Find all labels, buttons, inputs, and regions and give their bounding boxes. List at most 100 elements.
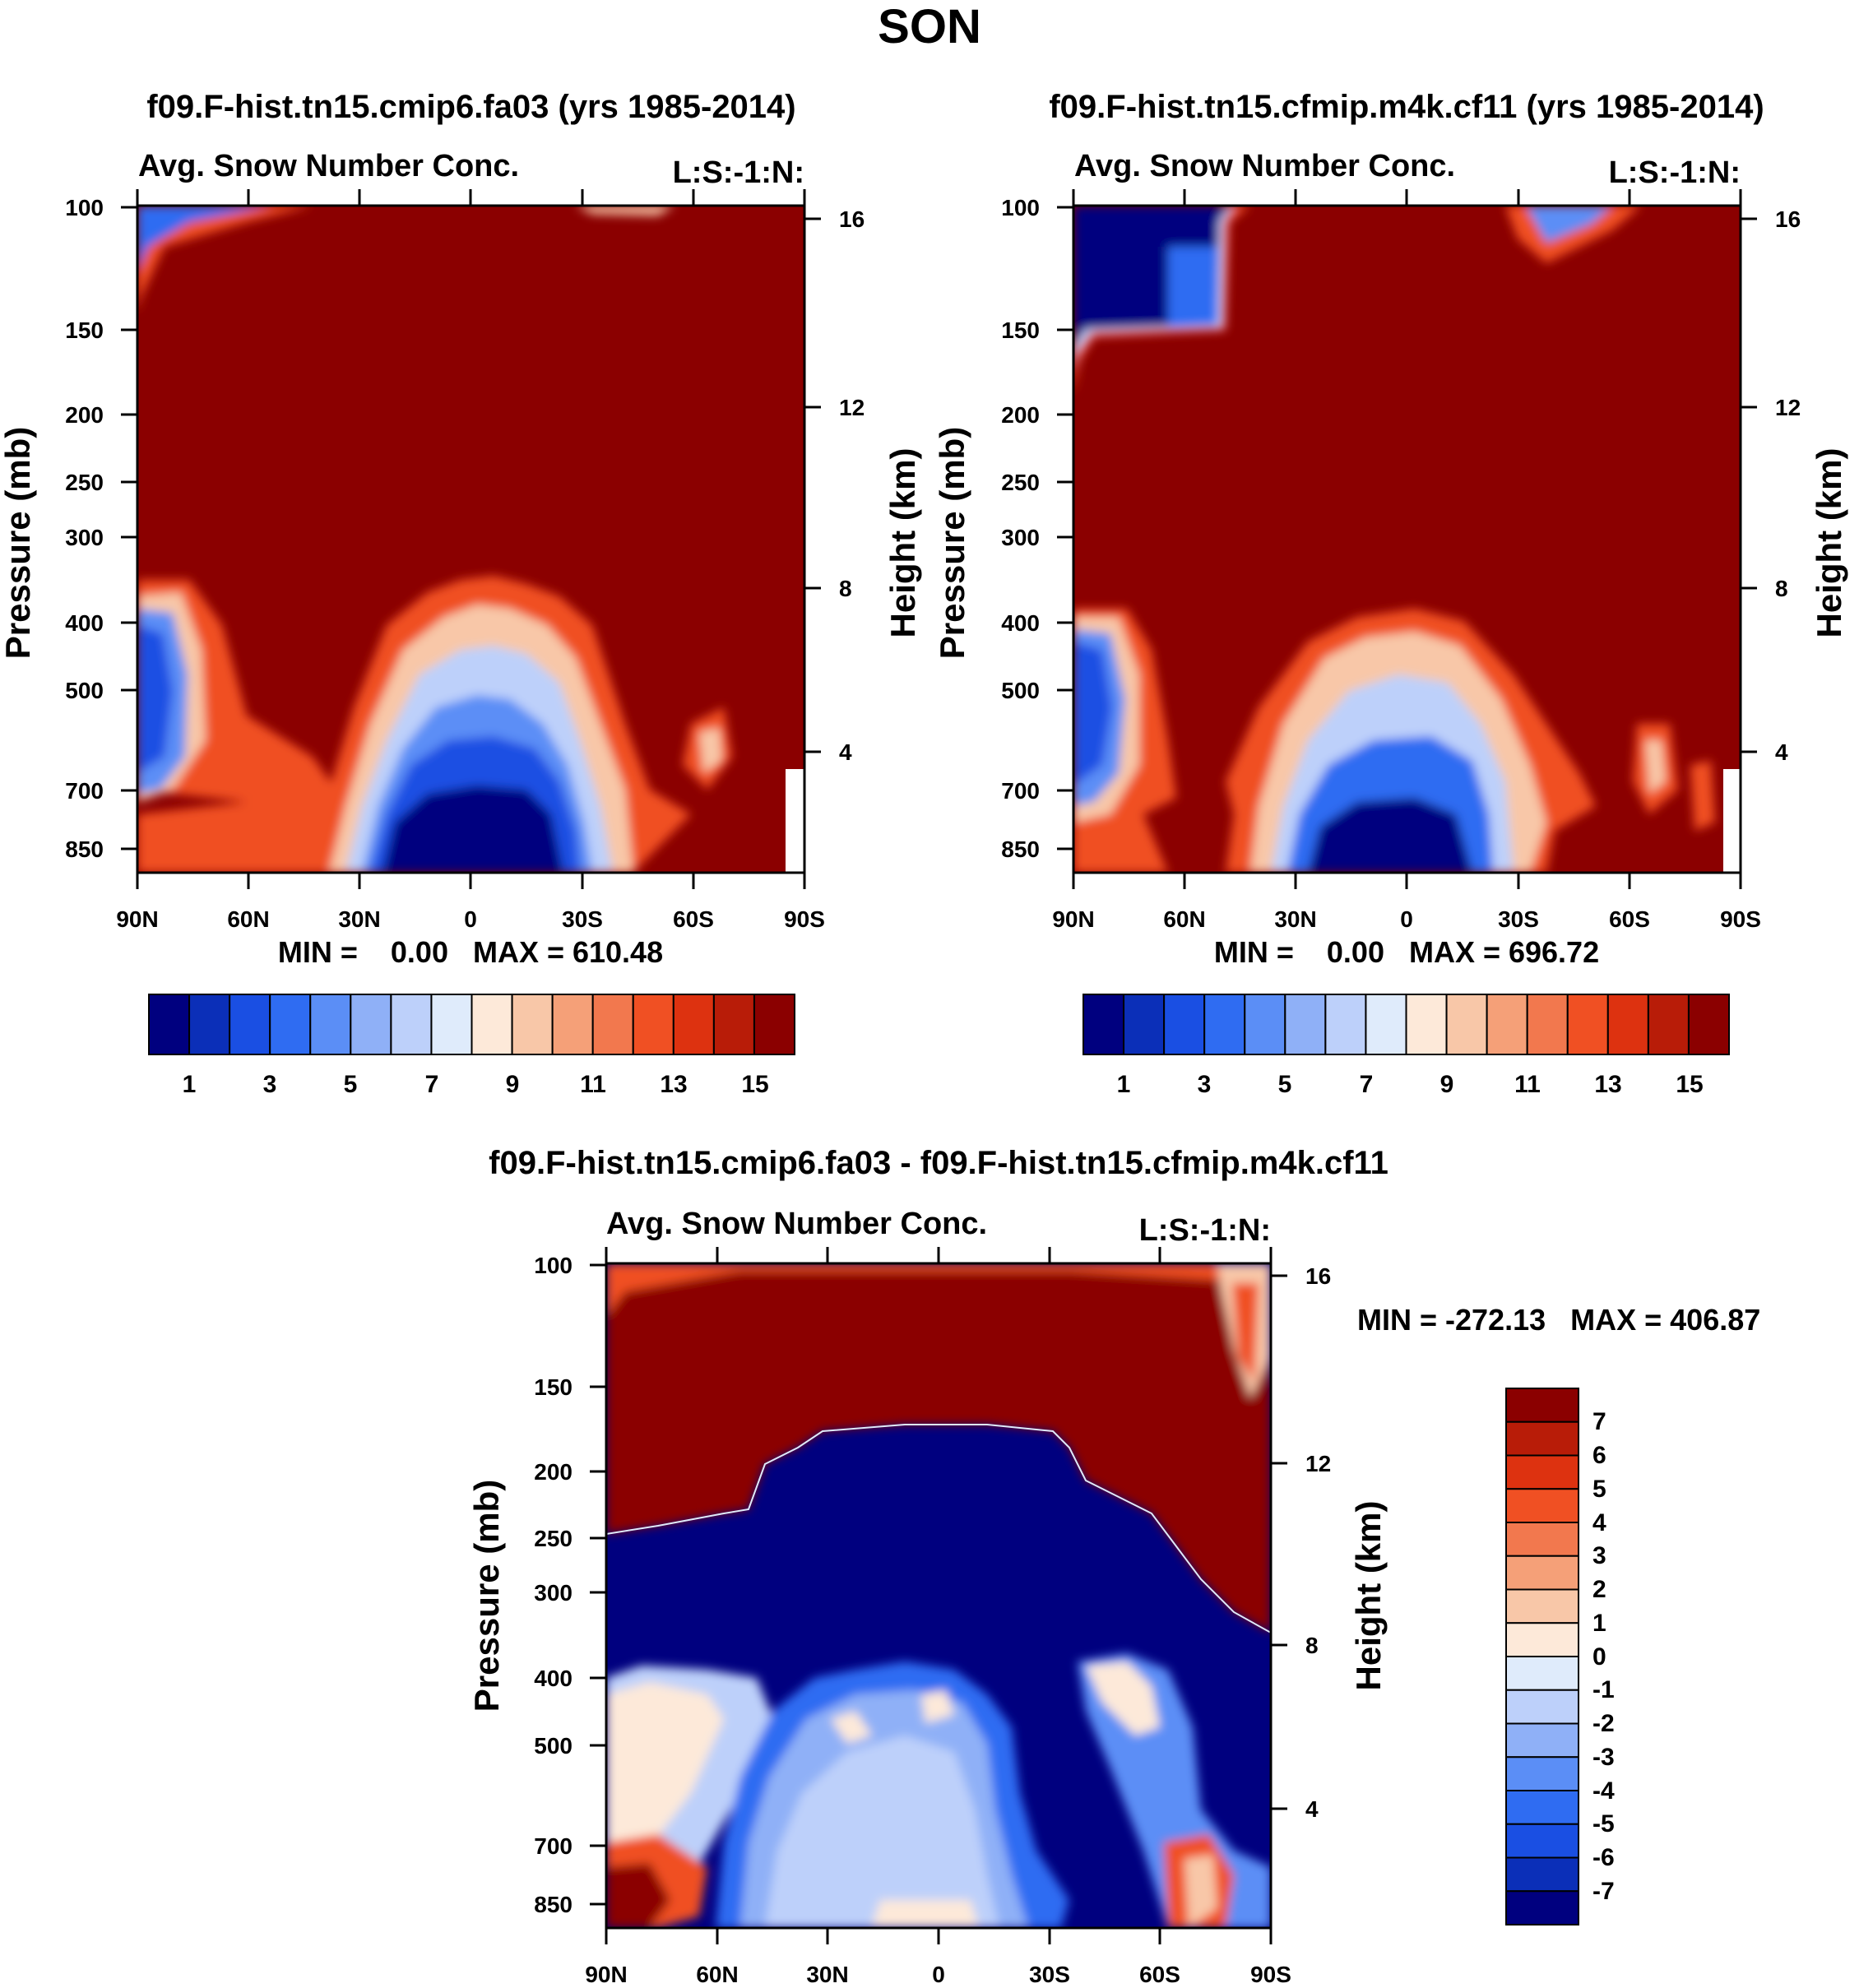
panel-c-stats: MIN = -272.13 MAX = 406.87 xyxy=(1357,1303,1760,1337)
colorbar-label: -1 xyxy=(1592,1676,1615,1703)
panel-c-colorbar-swatches xyxy=(1505,1388,1579,1925)
colorbar-swatch xyxy=(1687,994,1730,1055)
colorbar-label: 1 xyxy=(1592,1610,1606,1637)
y-tick-label: 500 xyxy=(1001,678,1040,703)
colorbar-swatch xyxy=(1505,1488,1579,1523)
colorbar-label: 3 xyxy=(1592,1542,1606,1569)
colorbar-swatch xyxy=(1505,1823,1579,1859)
y-tick-label: 150 xyxy=(534,1374,573,1400)
y-tick-label: 700 xyxy=(65,778,104,804)
colorbar-label: 5 xyxy=(1278,1071,1292,1098)
y-tick-label: 250 xyxy=(65,470,104,495)
y-tick-label: 500 xyxy=(65,678,104,703)
x-tick-label: 0 xyxy=(932,1962,945,1987)
colorbar-swatch xyxy=(430,994,473,1055)
panel-c-y-right-axis-label: Height (km) xyxy=(1349,1501,1388,1691)
panel-b-y-axis-label: Pressure (mb) xyxy=(933,427,971,659)
y-tick-label: 100 xyxy=(534,1253,573,1278)
x-tick-label: 60S xyxy=(1139,1962,1180,1987)
y-right-tick-label: 12 xyxy=(1305,1451,1331,1476)
colorbar-label: -7 xyxy=(1592,1878,1615,1905)
panel-a-stats: MIN = 0.00 MAX = 610.48 xyxy=(278,935,663,969)
colorbar-label: 1 xyxy=(1117,1071,1131,1098)
colorbar-swatch xyxy=(471,994,513,1055)
colorbar-label: 4 xyxy=(1592,1509,1606,1536)
y-right-tick-label: 16 xyxy=(1775,206,1801,232)
y-tick-label: 400 xyxy=(65,610,104,636)
x-tick-label: 30S xyxy=(1498,906,1539,932)
panel-a-subtitle-left: Avg. Snow Number Conc. xyxy=(138,149,519,183)
x-tick-label: 30N xyxy=(338,906,380,932)
colorbar-swatch xyxy=(511,994,554,1055)
panel-a-x-ticks xyxy=(136,189,806,889)
x-tick-label: 90S xyxy=(1250,1962,1291,1987)
colorbar-swatch xyxy=(1505,1588,1579,1624)
panel-a-right-ticks xyxy=(804,217,821,753)
colorbar-swatch xyxy=(1082,994,1125,1055)
panel-c-title: f09.F-hist.tn15.cmip6.fa03 - f09.F-hist.… xyxy=(489,1145,1388,1181)
panel-a: f09.F-hist.tn15.cmip6.fa03 (yrs 1985-201… xyxy=(0,89,922,1098)
colorbar-label: 15 xyxy=(1676,1071,1703,1098)
colorbar-label: 2 xyxy=(1592,1576,1606,1603)
colorbar-swatch xyxy=(672,994,715,1055)
y-tick-label: 850 xyxy=(1001,836,1040,862)
colorbar-label: -5 xyxy=(1592,1810,1615,1837)
colorbar-label: 9 xyxy=(1440,1071,1454,1098)
colorbar-swatch xyxy=(632,994,675,1055)
colorbar-swatch xyxy=(1365,994,1407,1055)
colorbar-label: 3 xyxy=(1198,1071,1212,1098)
colorbar-swatch xyxy=(188,994,231,1055)
colorbar-label: 3 xyxy=(263,1071,277,1098)
y-right-tick-label: 16 xyxy=(839,206,865,232)
y-tick-label: 200 xyxy=(1001,402,1040,428)
colorbar-swatch xyxy=(712,994,755,1055)
colorbar-swatch xyxy=(1284,994,1327,1055)
colorbar-swatch xyxy=(1526,994,1569,1055)
y-tick-label: 150 xyxy=(65,317,104,343)
panel-b-y-tick-labels: 100 150 200 250 300 400 500 700 850 xyxy=(1001,195,1040,862)
colorbar-swatch xyxy=(1505,1522,1579,1557)
panel-c-upper-positive-region xyxy=(606,1263,1271,1633)
x-tick-label: 30N xyxy=(806,1962,848,1987)
panel-a-subtitle-right: L:S:-1:N: xyxy=(673,155,804,190)
colorbar-swatch xyxy=(1244,994,1286,1055)
colorbar-swatch xyxy=(1123,994,1166,1055)
colorbar-label: 15 xyxy=(741,1071,768,1098)
panel-a-upper-blue-wedge xyxy=(137,206,313,313)
x-tick-label: 60N xyxy=(696,1962,738,1987)
colorbar-label: 0 xyxy=(1592,1643,1606,1671)
y-right-tick-label: 8 xyxy=(839,576,852,601)
x-tick-label: 30N xyxy=(1274,906,1316,932)
colorbar-swatch xyxy=(1566,994,1609,1055)
colorbar-swatch xyxy=(1163,994,1206,1055)
colorbar-swatch xyxy=(1606,994,1649,1055)
y-tick-label: 400 xyxy=(534,1666,573,1691)
colorbar-label: 7 xyxy=(1592,1408,1606,1435)
y-tick-label: 700 xyxy=(1001,778,1040,804)
panel-b-stats: MIN = 0.00 MAX = 696.72 xyxy=(1214,935,1599,969)
x-tick-label: 90N xyxy=(116,906,158,932)
panel-a-title: f09.F-hist.tn15.cmip6.fa03 (yrs 1985-201… xyxy=(146,89,795,125)
panel-b-left-ticks xyxy=(1057,206,1073,850)
x-tick-label: 0 xyxy=(1400,906,1413,932)
panel-c-y-tick-labels: 100 150 200 250 300 400 500 700 850 xyxy=(534,1253,573,1917)
colorbar-swatch xyxy=(309,994,352,1055)
x-tick-label: 0 xyxy=(464,906,477,932)
panel-b: f09.F-hist.tn15.cfmip.m4k.cf11 (yrs 1985… xyxy=(933,89,1848,1098)
colorbar-label: 9 xyxy=(506,1071,520,1098)
colorbar-label: -3 xyxy=(1592,1744,1615,1771)
panel-c-right-tick-labels: 16 12 8 4 xyxy=(1305,1263,1331,1822)
colorbar-swatch xyxy=(1486,994,1528,1055)
colorbar-swatch xyxy=(229,994,271,1055)
colorbar-swatch xyxy=(1505,1555,1579,1591)
panel-a-left-ticks xyxy=(121,206,137,850)
y-right-tick-label: 4 xyxy=(1775,739,1788,765)
x-tick-label: 60N xyxy=(1163,906,1205,932)
panel-b-colorbar-labels: 1 3 5 7 9 11 13 15 xyxy=(1117,1071,1704,1098)
panel-b-subtitle-right: L:S:-1:N: xyxy=(1609,155,1741,190)
colorbar-label: 7 xyxy=(425,1071,439,1098)
y-tick-label: 850 xyxy=(534,1892,573,1917)
y-right-tick-label: 12 xyxy=(1775,395,1801,420)
colorbar-label: 13 xyxy=(1594,1071,1621,1098)
colorbar-label: 7 xyxy=(1360,1071,1374,1098)
